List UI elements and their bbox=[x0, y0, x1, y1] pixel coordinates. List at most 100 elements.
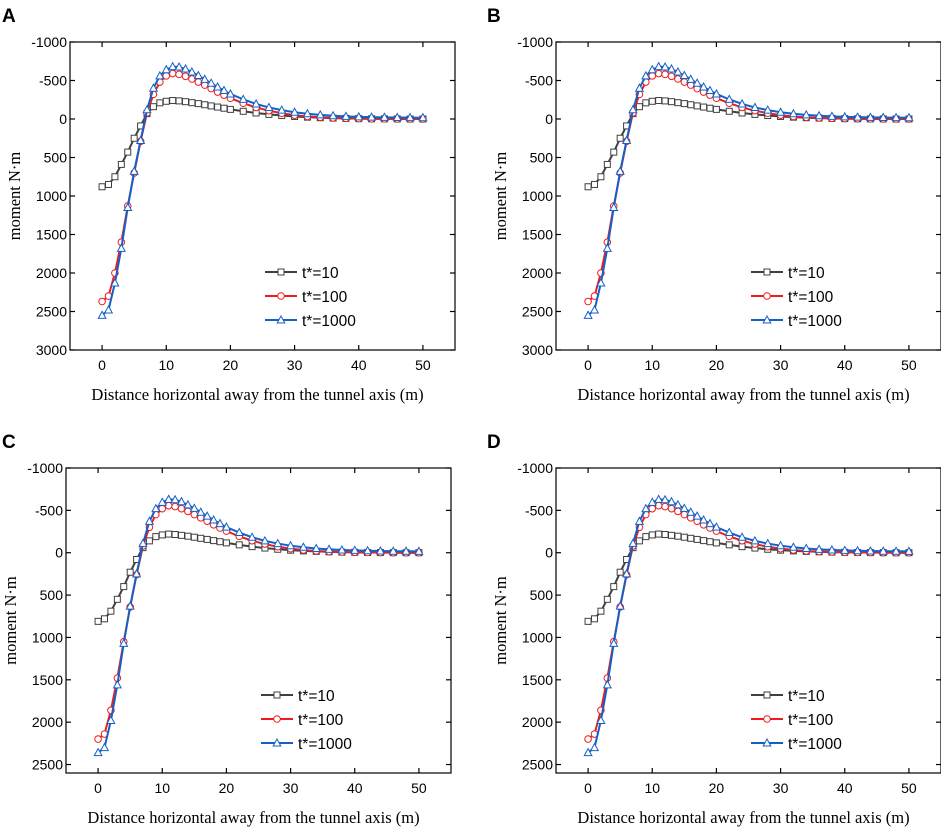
point-triangle bbox=[621, 135, 632, 145]
point-triangle bbox=[264, 102, 274, 111]
point-square bbox=[194, 100, 202, 108]
point-triangle bbox=[289, 107, 300, 116]
point-triangle bbox=[737, 98, 747, 108]
point-triangle bbox=[129, 166, 139, 175]
point-triangle bbox=[583, 310, 593, 319]
point-triangle bbox=[686, 74, 696, 83]
y-tick-label: 2000 bbox=[32, 714, 63, 730]
point-square bbox=[111, 173, 119, 181]
point-triangle bbox=[362, 545, 373, 555]
point-triangle bbox=[164, 494, 174, 503]
point-square bbox=[763, 268, 771, 276]
point-triangle bbox=[878, 546, 888, 555]
point-triangle bbox=[827, 544, 837, 554]
point-square bbox=[220, 104, 228, 112]
y-tick-label: 2000 bbox=[36, 265, 67, 281]
point-square bbox=[273, 691, 281, 699]
point-square bbox=[610, 583, 618, 591]
point-triangle bbox=[679, 70, 689, 79]
point-square bbox=[149, 103, 157, 111]
point-circle bbox=[680, 510, 689, 519]
point-square bbox=[725, 541, 733, 549]
point-triangle bbox=[277, 105, 287, 114]
point-square bbox=[591, 180, 598, 188]
x-tick-label: 40 bbox=[837, 780, 853, 796]
y-tick-label: 500 bbox=[44, 150, 68, 166]
point-triangle bbox=[354, 111, 364, 121]
point-square bbox=[277, 268, 285, 276]
x-tick-label: 0 bbox=[98, 357, 106, 373]
point-square bbox=[101, 615, 108, 623]
legend-label: t*=10 bbox=[302, 265, 339, 282]
point-circle bbox=[94, 735, 102, 743]
legend-label: t*=100 bbox=[788, 712, 834, 729]
point-triangle bbox=[763, 538, 773, 548]
point-triangle bbox=[106, 715, 116, 724]
point-triangle bbox=[615, 166, 625, 175]
point-triangle bbox=[705, 518, 715, 528]
point-triangle bbox=[654, 61, 664, 71]
point-triangle bbox=[615, 601, 625, 610]
y-tick-label: 1000 bbox=[522, 188, 553, 204]
point-square bbox=[674, 99, 682, 107]
point-square bbox=[597, 173, 605, 181]
point-triangle bbox=[116, 243, 126, 252]
legend: t*=10 t*=100 t*=1000 bbox=[751, 688, 842, 753]
point-square bbox=[130, 134, 138, 142]
legend: t*=10 t*=100 t*=1000 bbox=[261, 688, 352, 753]
point-triangle bbox=[724, 527, 734, 537]
point-triangle bbox=[328, 110, 338, 120]
point-triangle bbox=[750, 102, 760, 111]
point-triangle bbox=[724, 94, 734, 103]
point-square bbox=[178, 531, 185, 539]
y-tick-label: 3000 bbox=[522, 342, 553, 358]
point-triangle bbox=[762, 314, 772, 324]
point-circle bbox=[667, 72, 676, 81]
point-triangle bbox=[692, 78, 702, 87]
point-square bbox=[687, 534, 695, 542]
point-triangle bbox=[589, 742, 600, 752]
point-triangle bbox=[273, 538, 283, 548]
y-tick-label: -1000 bbox=[517, 34, 553, 50]
point-triangle bbox=[392, 112, 402, 122]
point-triangle bbox=[103, 304, 114, 314]
point-square bbox=[655, 530, 663, 538]
y-tick-label: 1000 bbox=[522, 629, 553, 645]
point-triangle bbox=[698, 514, 709, 524]
point-triangle bbox=[711, 88, 722, 98]
point-triangle bbox=[341, 111, 351, 120]
point-triangle bbox=[666, 63, 677, 73]
point-square bbox=[700, 103, 708, 111]
y-tick-label: -500 bbox=[525, 502, 553, 518]
point-square bbox=[152, 533, 160, 541]
x-tick-label: 30 bbox=[773, 780, 789, 796]
x-tick-label: 30 bbox=[287, 357, 303, 373]
point-triangle bbox=[840, 111, 850, 121]
point-square bbox=[635, 103, 643, 111]
point-triangle bbox=[193, 70, 203, 79]
point-triangle bbox=[788, 542, 799, 551]
point-triangle bbox=[247, 532, 257, 541]
point-square bbox=[603, 595, 611, 603]
point-square bbox=[226, 105, 234, 113]
point-triangle bbox=[814, 110, 824, 120]
point-square bbox=[120, 583, 128, 591]
point-triangle bbox=[157, 497, 167, 506]
point-square bbox=[145, 537, 153, 545]
point-square bbox=[165, 530, 173, 538]
point-triangle bbox=[634, 83, 645, 92]
point-triangle bbox=[878, 112, 888, 122]
point-triangle bbox=[654, 494, 664, 503]
point-triangle bbox=[763, 105, 773, 114]
point-triangle bbox=[315, 109, 325, 119]
point-triangle bbox=[234, 527, 244, 537]
point-circle bbox=[277, 292, 285, 300]
point-triangle bbox=[660, 61, 670, 71]
y-tick-label: 500 bbox=[530, 587, 554, 603]
point-triangle bbox=[298, 542, 309, 551]
point-square bbox=[182, 98, 189, 106]
x-tick-label: 0 bbox=[584, 780, 592, 796]
point-triangle bbox=[212, 81, 223, 91]
point-square bbox=[239, 107, 247, 115]
point-triangle bbox=[737, 532, 747, 541]
